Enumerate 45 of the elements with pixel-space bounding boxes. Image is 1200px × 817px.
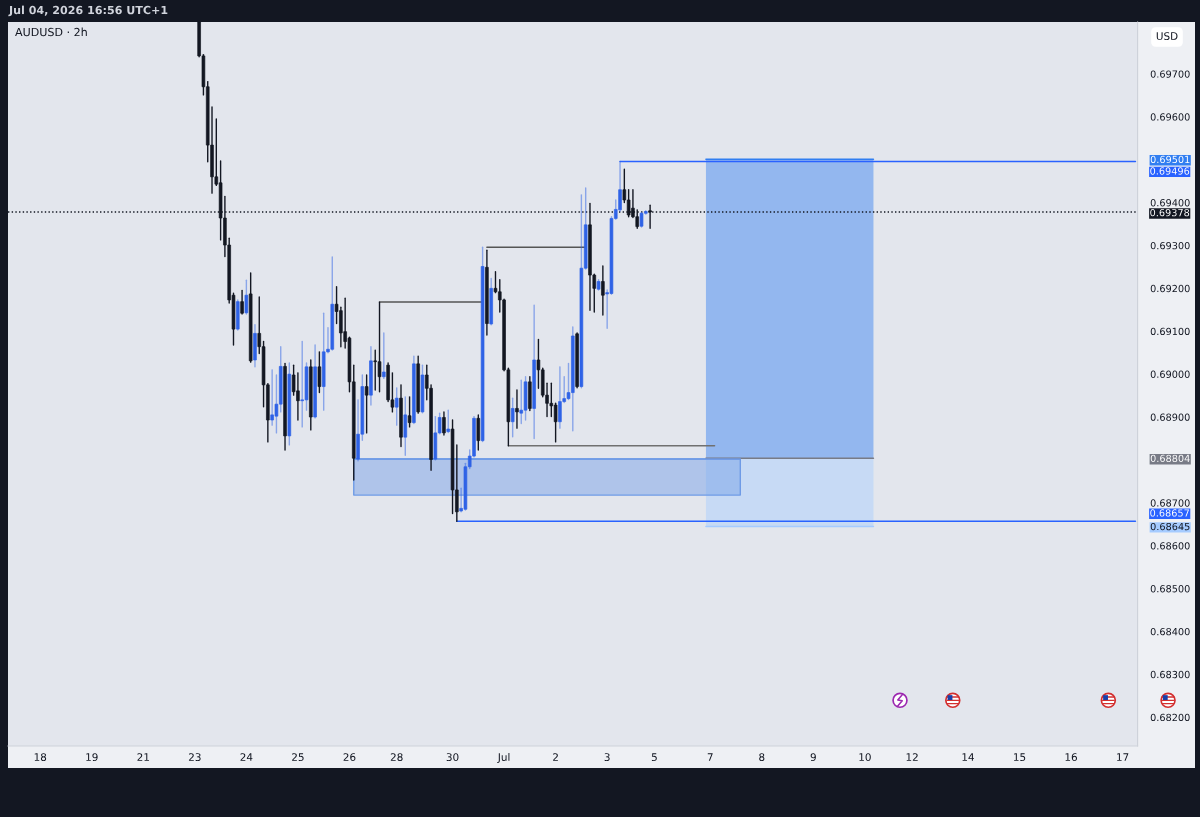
x-tick-label: 12 bbox=[906, 753, 918, 761]
x-tick-label: 2 bbox=[553, 753, 558, 761]
x-tick-label: 7 bbox=[707, 753, 713, 761]
y-tick-label: 0.69400 bbox=[1150, 199, 1190, 207]
x-tick-label: 17 bbox=[1117, 753, 1129, 761]
x-tick-label: 18 bbox=[34, 753, 47, 762]
y-tick-label: 0.68700 bbox=[1150, 499, 1190, 507]
y-tick-label: 0.69100 bbox=[1150, 327, 1190, 336]
y-tick-label: 0.69501 bbox=[1150, 155, 1190, 164]
y-tick-label: 0.69700 bbox=[1150, 70, 1190, 78]
y-tick-label: 0.68400 bbox=[1150, 627, 1190, 636]
x-tick-label: 21 bbox=[137, 753, 149, 761]
x-tick-label: 15 bbox=[1014, 753, 1026, 762]
x-tick-label: 9 bbox=[810, 753, 816, 762]
x-tick-label: 30 bbox=[446, 753, 459, 762]
y-tick-label: 0.68200 bbox=[1150, 713, 1190, 722]
data-label: 0.68657 bbox=[1150, 509, 1189, 517]
y-tick-label: 0.68300 bbox=[1150, 670, 1190, 679]
x-tick-label: Jul bbox=[497, 752, 510, 763]
data-label: 0.69496 bbox=[1150, 167, 1190, 175]
x-tick-label: 3 bbox=[604, 753, 610, 762]
y-tick-label: 0.68645 bbox=[1150, 522, 1190, 531]
x-tick-label: 26 bbox=[343, 753, 356, 762]
y-tick-label: 0.69600 bbox=[1150, 113, 1190, 121]
x-tick-label: 8 bbox=[759, 753, 765, 762]
ref-line-label: 0.69378 bbox=[1150, 208, 1190, 217]
y-tick-label: 0.69200 bbox=[1150, 284, 1190, 293]
y-tick-label: 0.69300 bbox=[1150, 241, 1190, 250]
chart-subtitle: Jul 04, 2026 16:56 UTC+1 bbox=[8, 5, 168, 17]
y-tick-label: 0.68500 bbox=[1150, 585, 1190, 593]
x-tick-label: 23 bbox=[188, 753, 201, 762]
y-tick-label: 0.68804 bbox=[1150, 454, 1190, 463]
x-tick-label: 24 bbox=[240, 753, 253, 761]
x-tick-label: 28 bbox=[390, 753, 403, 762]
y-tick-label: 0.68900 bbox=[1150, 413, 1190, 421]
x-tick-label: 19 bbox=[86, 753, 98, 762]
chart-title: AUDUSD · 2h bbox=[15, 27, 87, 37]
x-tick-label: 16 bbox=[1065, 753, 1077, 762]
y-tick-label: 0.69000 bbox=[1150, 370, 1190, 378]
x-tick-label: 25 bbox=[292, 753, 304, 762]
x-tick-label: 10 bbox=[859, 753, 871, 762]
y-axis-title: USD bbox=[1156, 32, 1178, 41]
x-tick-label: 5 bbox=[651, 753, 657, 762]
y-tick-label: 0.68600 bbox=[1150, 542, 1190, 550]
x-tick-label: 14 bbox=[962, 753, 974, 761]
